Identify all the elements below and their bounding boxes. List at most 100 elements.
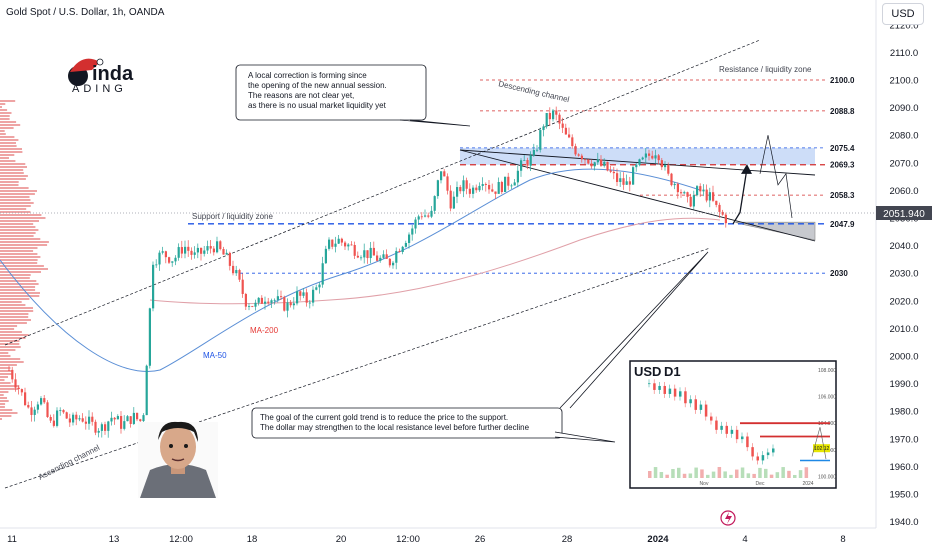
candle-body (36, 404, 39, 410)
correction-line-4: as there is no usual market liquidity ye… (248, 101, 387, 110)
candle-body (292, 303, 295, 306)
chart-title: Gold Spot / U.S. Dollar, 1h, OANDA (6, 7, 165, 18)
candle-body (302, 292, 305, 296)
candle-body (657, 155, 660, 161)
candle-body (353, 244, 356, 256)
inset-volume (752, 473, 756, 478)
x-tick-label: 12:00 (396, 534, 420, 545)
candle-body (116, 416, 119, 420)
inset-volume (723, 471, 727, 478)
candle-body (257, 297, 260, 303)
inset-volume (677, 467, 681, 478)
candle-body (91, 416, 94, 422)
current-price-label: 2051.940 (883, 209, 925, 220)
candle-body (110, 417, 113, 422)
volume-bar (0, 247, 38, 249)
candle-body (65, 412, 68, 419)
candle-body (648, 153, 651, 156)
candle-body (40, 398, 43, 405)
candle-body (590, 163, 593, 167)
candle-body (350, 244, 353, 246)
projection-up (732, 168, 748, 225)
lightning-icon[interactable] (720, 510, 736, 526)
candle-body (440, 171, 443, 181)
inset-candle (772, 448, 775, 453)
inset-candle (658, 385, 661, 390)
currency-button[interactable]: USD (882, 3, 924, 25)
candle-body (315, 287, 318, 290)
candle-body (504, 176, 507, 193)
ma50-line (0, 168, 701, 372)
inset-price-box (813, 444, 830, 453)
volume-bar (0, 343, 20, 345)
x-axis[interactable]: 11 13 12:00 18 20 12:00 26 28 2024 4 8 (7, 534, 846, 545)
candle-body (667, 164, 670, 174)
volume-bar (0, 397, 7, 399)
candle-body (283, 297, 286, 311)
volume-bar (0, 190, 37, 192)
inset-volume (694, 467, 698, 478)
candle-body (27, 405, 30, 408)
candle-body (545, 112, 548, 127)
candle-body (241, 279, 244, 294)
candle-body (449, 190, 452, 209)
candle-body (190, 250, 193, 255)
y-tick-label: 2080.0 (889, 131, 918, 142)
x-tick-label: 26 (475, 534, 486, 545)
candle-body (680, 192, 683, 194)
volume-bar (0, 121, 17, 123)
candle-body (145, 365, 148, 416)
candle-body (107, 421, 110, 431)
candle-body (536, 149, 539, 151)
usd-inset: USD D1 108.000106.000104.000102.000100.0… (629, 360, 837, 489)
inset-candle (710, 416, 713, 421)
candle-body (20, 389, 23, 393)
volume-bar (0, 202, 34, 204)
inset-price-label: 102.12 (814, 446, 830, 452)
candle-body (696, 186, 699, 196)
volume-bar (0, 412, 18, 414)
y-tick-label: 2090.0 (889, 103, 918, 114)
volume-bar (0, 322, 27, 324)
candle-body (161, 251, 164, 253)
candle-body (33, 409, 36, 415)
ma50-label: MA-50 (203, 351, 227, 360)
candle-body (155, 264, 158, 266)
candle-body (427, 215, 430, 217)
inset-candle (741, 436, 744, 440)
inset-candle (730, 429, 734, 434)
candle-body (273, 299, 276, 301)
candle-body (356, 255, 359, 258)
inset-volume (793, 474, 797, 478)
inset-candle (735, 429, 739, 440)
y-tick-label: 1990.0 (889, 379, 918, 390)
volume-bar (0, 142, 16, 144)
liquidity-zone (460, 147, 815, 165)
candle-body (459, 187, 462, 192)
inset-volume (648, 471, 652, 478)
inset-volume (769, 474, 774, 478)
candle-body (433, 196, 436, 211)
candle-body (238, 270, 241, 280)
candle-body (94, 421, 97, 433)
inset-candle (704, 404, 708, 417)
candle-body (724, 214, 727, 224)
x-tick-label: 2024 (647, 534, 669, 545)
candle-body (542, 126, 545, 131)
volume-bar (0, 325, 18, 327)
inset-volume (804, 467, 809, 478)
volume-bar (0, 223, 34, 225)
candle-body (52, 420, 55, 426)
volume-bar (0, 418, 2, 420)
candle-body (312, 289, 315, 303)
inset-candle (715, 420, 718, 430)
ascending-channel-upper (4, 39, 761, 346)
correction-callout: A local correction is forming since the … (235, 64, 471, 127)
y-tick-label: 2060.0 (889, 186, 918, 197)
current-price-tag: 2051.940 (0, 206, 932, 220)
y-tick-label: 1950.0 (889, 490, 918, 501)
candle-body (417, 216, 420, 220)
ma200-label: MA-200 (250, 326, 279, 335)
volume-bar (0, 172, 24, 174)
